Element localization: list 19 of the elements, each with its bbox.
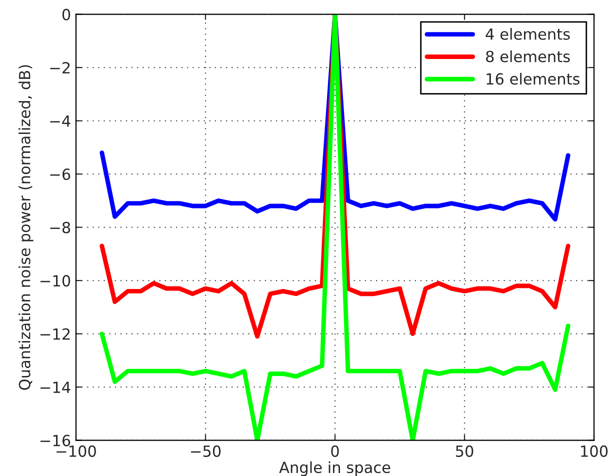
x-tick-label: −50	[191, 445, 221, 457]
y-tick-label: −10	[40, 275, 70, 287]
legend-label: 4 elements	[486, 28, 570, 40]
y-tick-label: −2	[50, 62, 70, 74]
y-tick-label: −16	[40, 434, 70, 446]
legend-label: 16 elements	[486, 72, 580, 85]
x-axis-title: Angle in space	[279, 461, 390, 476]
y-axis-title: Quantization noise power (normalized, dB)	[18, 65, 34, 390]
y-tick-label: 0	[62, 8, 70, 20]
y-tick-label: −4	[50, 115, 70, 127]
y-tick-label: −8	[50, 222, 70, 234]
y-tick-label: −12	[40, 328, 70, 340]
x-tick-label: 100	[581, 445, 608, 457]
y-tick-label: −14	[40, 382, 70, 393]
x-tick-label: −100	[56, 445, 96, 457]
x-tick-label: 50	[456, 445, 474, 457]
x-tick-label: 0	[331, 445, 339, 457]
y-tick-label: −6	[50, 168, 70, 180]
legend-label: 8 elements	[486, 50, 570, 62]
